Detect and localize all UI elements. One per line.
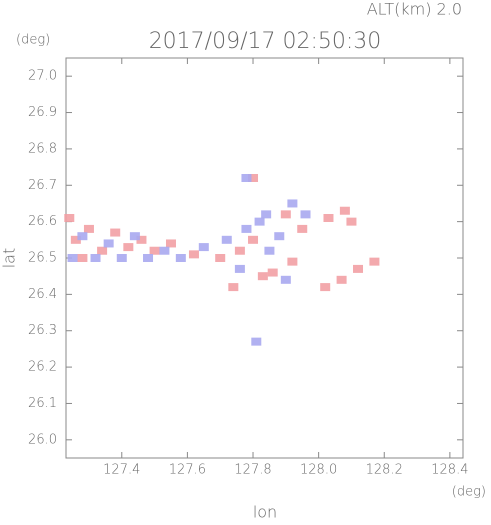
echo-cell	[234, 246, 245, 255]
echo-cell	[110, 228, 121, 237]
echo-cell	[241, 224, 252, 233]
x-tick-label: 128.4	[431, 463, 468, 478]
echo-cell	[336, 275, 347, 284]
echo-cell	[159, 246, 170, 255]
x-axis-label: lon	[253, 503, 277, 522]
echo-cell	[267, 268, 278, 277]
y-tick-label: 26.0	[28, 432, 57, 447]
x-unit: (deg)	[452, 485, 486, 500]
y-tick-label: 26.8	[28, 141, 57, 156]
y-axis-label: lat	[0, 248, 19, 269]
echo-cell	[323, 214, 334, 222]
echo-cell	[129, 232, 140, 241]
echo-cell	[175, 254, 186, 262]
echo-cell	[97, 246, 108, 255]
y-tick-label: 26.5	[28, 251, 57, 266]
echo-cell	[103, 239, 114, 248]
echo-cell	[287, 199, 298, 208]
x-tick-label: 127.4	[103, 463, 140, 478]
echo-cell	[320, 283, 331, 292]
y-tick-label: 26.2	[28, 360, 57, 375]
x-tick-label: 128.0	[300, 463, 337, 478]
echo-cell	[369, 257, 380, 266]
echo-cell	[221, 235, 232, 244]
echo-cell	[149, 246, 160, 255]
echo-cell	[228, 283, 239, 292]
y-tick-label: 26.1	[28, 396, 57, 411]
echo-cell	[248, 235, 259, 244]
echo-cell	[234, 264, 245, 273]
echo-cell	[64, 214, 75, 222]
echo-cell	[297, 224, 308, 233]
echo-cell	[287, 257, 298, 266]
y-tick-label: 26.9	[28, 105, 57, 120]
echo-cell	[123, 243, 134, 252]
echo-cell	[257, 272, 268, 281]
y-tick-label: 26.6	[28, 214, 57, 229]
altitude-label: ALT(km) 2.0	[367, 0, 462, 19]
echo-cell	[346, 217, 357, 226]
echo-cell	[254, 217, 265, 226]
echo-cell	[274, 232, 285, 241]
y-tick-label: 26.7	[28, 178, 57, 193]
echo-cell	[280, 210, 291, 219]
echo-cell	[339, 206, 350, 215]
echo-cell	[188, 250, 199, 259]
echo-cell	[264, 246, 275, 255]
echo-cell	[261, 210, 272, 219]
echo-cell	[70, 235, 81, 244]
y-tick-label: 27.0	[28, 69, 57, 84]
echo-cell	[241, 174, 252, 182]
echo-cell	[300, 210, 311, 219]
echo-cell	[77, 232, 88, 241]
echo-cell	[143, 254, 154, 262]
echo-cell	[83, 224, 94, 233]
y-tick-label: 26.3	[28, 323, 57, 338]
echo-cell	[198, 243, 209, 252]
y-unit: (deg)	[16, 33, 50, 48]
x-tick-label: 127.6	[169, 463, 206, 478]
echo-cell	[251, 337, 262, 346]
y-tick-label: 26.4	[28, 287, 57, 302]
echo-cell	[77, 254, 88, 262]
echo-cell	[67, 254, 78, 262]
echo-cell	[116, 254, 127, 262]
x-tick-label: 128.2	[366, 463, 403, 478]
echo-cell	[353, 264, 364, 273]
echo-cell	[248, 174, 259, 182]
chart-title: 2017/09/17 02:50:30	[149, 29, 382, 54]
echo-cell	[90, 254, 101, 262]
echo-cell	[280, 275, 291, 284]
echo-cell	[165, 239, 176, 248]
echo-cell	[215, 254, 226, 262]
x-tick-label: 127.8	[234, 463, 271, 478]
echo-cell	[136, 235, 147, 244]
